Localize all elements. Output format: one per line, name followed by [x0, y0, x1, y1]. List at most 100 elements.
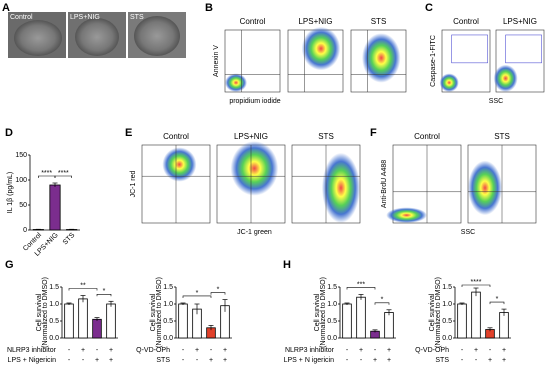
y-axis-label: Anti-BrdU A488	[381, 160, 388, 208]
plot-label: LPS+NIG	[298, 17, 332, 26]
bar	[356, 296, 366, 339]
y-tick-label: 0.5	[163, 318, 173, 325]
cell	[134, 16, 180, 56]
significance-label: *	[196, 290, 199, 297]
condition-mark: +	[474, 347, 478, 354]
condition-mark: -	[461, 347, 464, 354]
y-tick-label: 0.5	[49, 318, 59, 325]
condition-mark: +	[387, 357, 391, 364]
x-axis-label: JC-1 green	[237, 229, 272, 236]
condition-mark: -	[475, 357, 478, 364]
y-tick-label: 1.0	[327, 301, 337, 308]
condition-mark: +	[209, 357, 213, 364]
y-tick-label: 0	[23, 227, 27, 234]
panel-a: A Control LPS+NIG STS	[2, 2, 186, 58]
y-axis-label: Cell survival	[150, 293, 157, 331]
condition-mark: +	[502, 357, 506, 364]
density-cloud	[301, 26, 341, 71]
panel-letter: G	[5, 259, 14, 271]
y-tick-label: 1.5	[163, 284, 173, 291]
density-cloud	[386, 207, 427, 223]
significance-bracket	[96, 293, 112, 297]
y-axis-label: Caspase-1-FITC	[430, 35, 437, 87]
significance-bracket	[489, 301, 505, 305]
bar	[106, 303, 116, 339]
x-axis-label: SSC	[489, 98, 503, 105]
condition-mark: -	[461, 357, 464, 364]
bar	[471, 291, 481, 339]
y-tick-label: 1.5	[327, 284, 337, 291]
significance-bracket	[346, 287, 376, 290]
y-tick-label: 50	[19, 202, 27, 209]
panel-letter: A	[2, 2, 10, 14]
condition-mark: +	[373, 357, 377, 364]
condition-mark: -	[68, 347, 71, 354]
y-tick-label: 0.5	[442, 318, 452, 325]
significance-bracket	[54, 175, 72, 178]
significance-label: **	[80, 282, 86, 289]
gate	[451, 34, 488, 64]
plot-label: Control	[453, 17, 479, 26]
bar	[499, 312, 509, 339]
y-axis-label: Cell survival	[429, 293, 436, 331]
significance-bracket	[374, 302, 390, 305]
y-tick-label: 150	[15, 152, 27, 159]
condition-label: Q-VD-OPh	[415, 347, 449, 354]
y-axis-label: Cell survival	[314, 293, 321, 331]
bar	[457, 303, 467, 339]
cell	[14, 20, 62, 56]
y-tick-label: 0.0	[49, 335, 59, 342]
y-tick-label: 1.0	[49, 301, 59, 308]
density-cloud	[225, 73, 247, 92]
significance-bracket	[210, 292, 226, 295]
density-cloud	[439, 73, 459, 92]
y-axis-label: (Normalized to DMSO)	[435, 277, 442, 348]
y-axis-label: JC-1 red	[130, 170, 137, 197]
bar	[92, 318, 102, 339]
bar	[342, 303, 352, 339]
plot-label: STS	[494, 132, 510, 141]
condition-mark: +	[488, 357, 492, 364]
y-axis-label: Cell survival	[36, 293, 43, 331]
y-tick-label: 0.5	[327, 318, 337, 325]
condition-mark: -	[182, 347, 185, 354]
bar	[384, 312, 394, 339]
condition-mark: -	[82, 357, 85, 364]
condition-mark: -	[374, 347, 377, 354]
y-axis-label: (Normalized to DMSO)	[42, 277, 49, 348]
condition-mark: +	[95, 357, 99, 364]
significance-label: ****	[58, 170, 69, 177]
panel-letter: D	[5, 127, 13, 139]
y-tick-label: 100	[15, 177, 27, 184]
cell	[75, 18, 119, 56]
panel-letter: H	[283, 259, 291, 271]
y-tick-label: 0.0	[327, 335, 337, 342]
bar	[49, 184, 61, 231]
bar	[178, 303, 188, 339]
condition-mark: -	[489, 347, 492, 354]
condition-label: STS	[156, 357, 170, 364]
condition-mark: -	[182, 357, 185, 364]
density-cloud	[468, 160, 502, 216]
flow-panels: B C D E F G H	[5, 2, 433, 271]
gate	[505, 34, 542, 64]
condition-label: STS	[435, 357, 449, 364]
significance-label: ****	[41, 170, 52, 177]
x-tick-label: STS	[62, 232, 77, 247]
condition-mark: +	[502, 347, 506, 354]
condition-mark: +	[359, 347, 363, 354]
condition-mark: -	[210, 347, 213, 354]
condition-mark: -	[346, 357, 349, 364]
plot-label: LPS+NIG	[234, 132, 268, 141]
bar	[78, 298, 88, 339]
condition-mark: -	[68, 357, 71, 364]
significance-bracket	[182, 295, 212, 298]
x-axis-label: SSC	[461, 229, 475, 236]
panel-letter: B	[205, 2, 213, 14]
image-label: STS	[130, 14, 144, 21]
significance-label: *	[496, 296, 499, 303]
plot-label: Control	[240, 17, 266, 26]
plot-label: Control	[414, 132, 440, 141]
condition-label: NLRP3 inhibitor	[285, 347, 335, 354]
condition-mark: +	[195, 347, 199, 354]
